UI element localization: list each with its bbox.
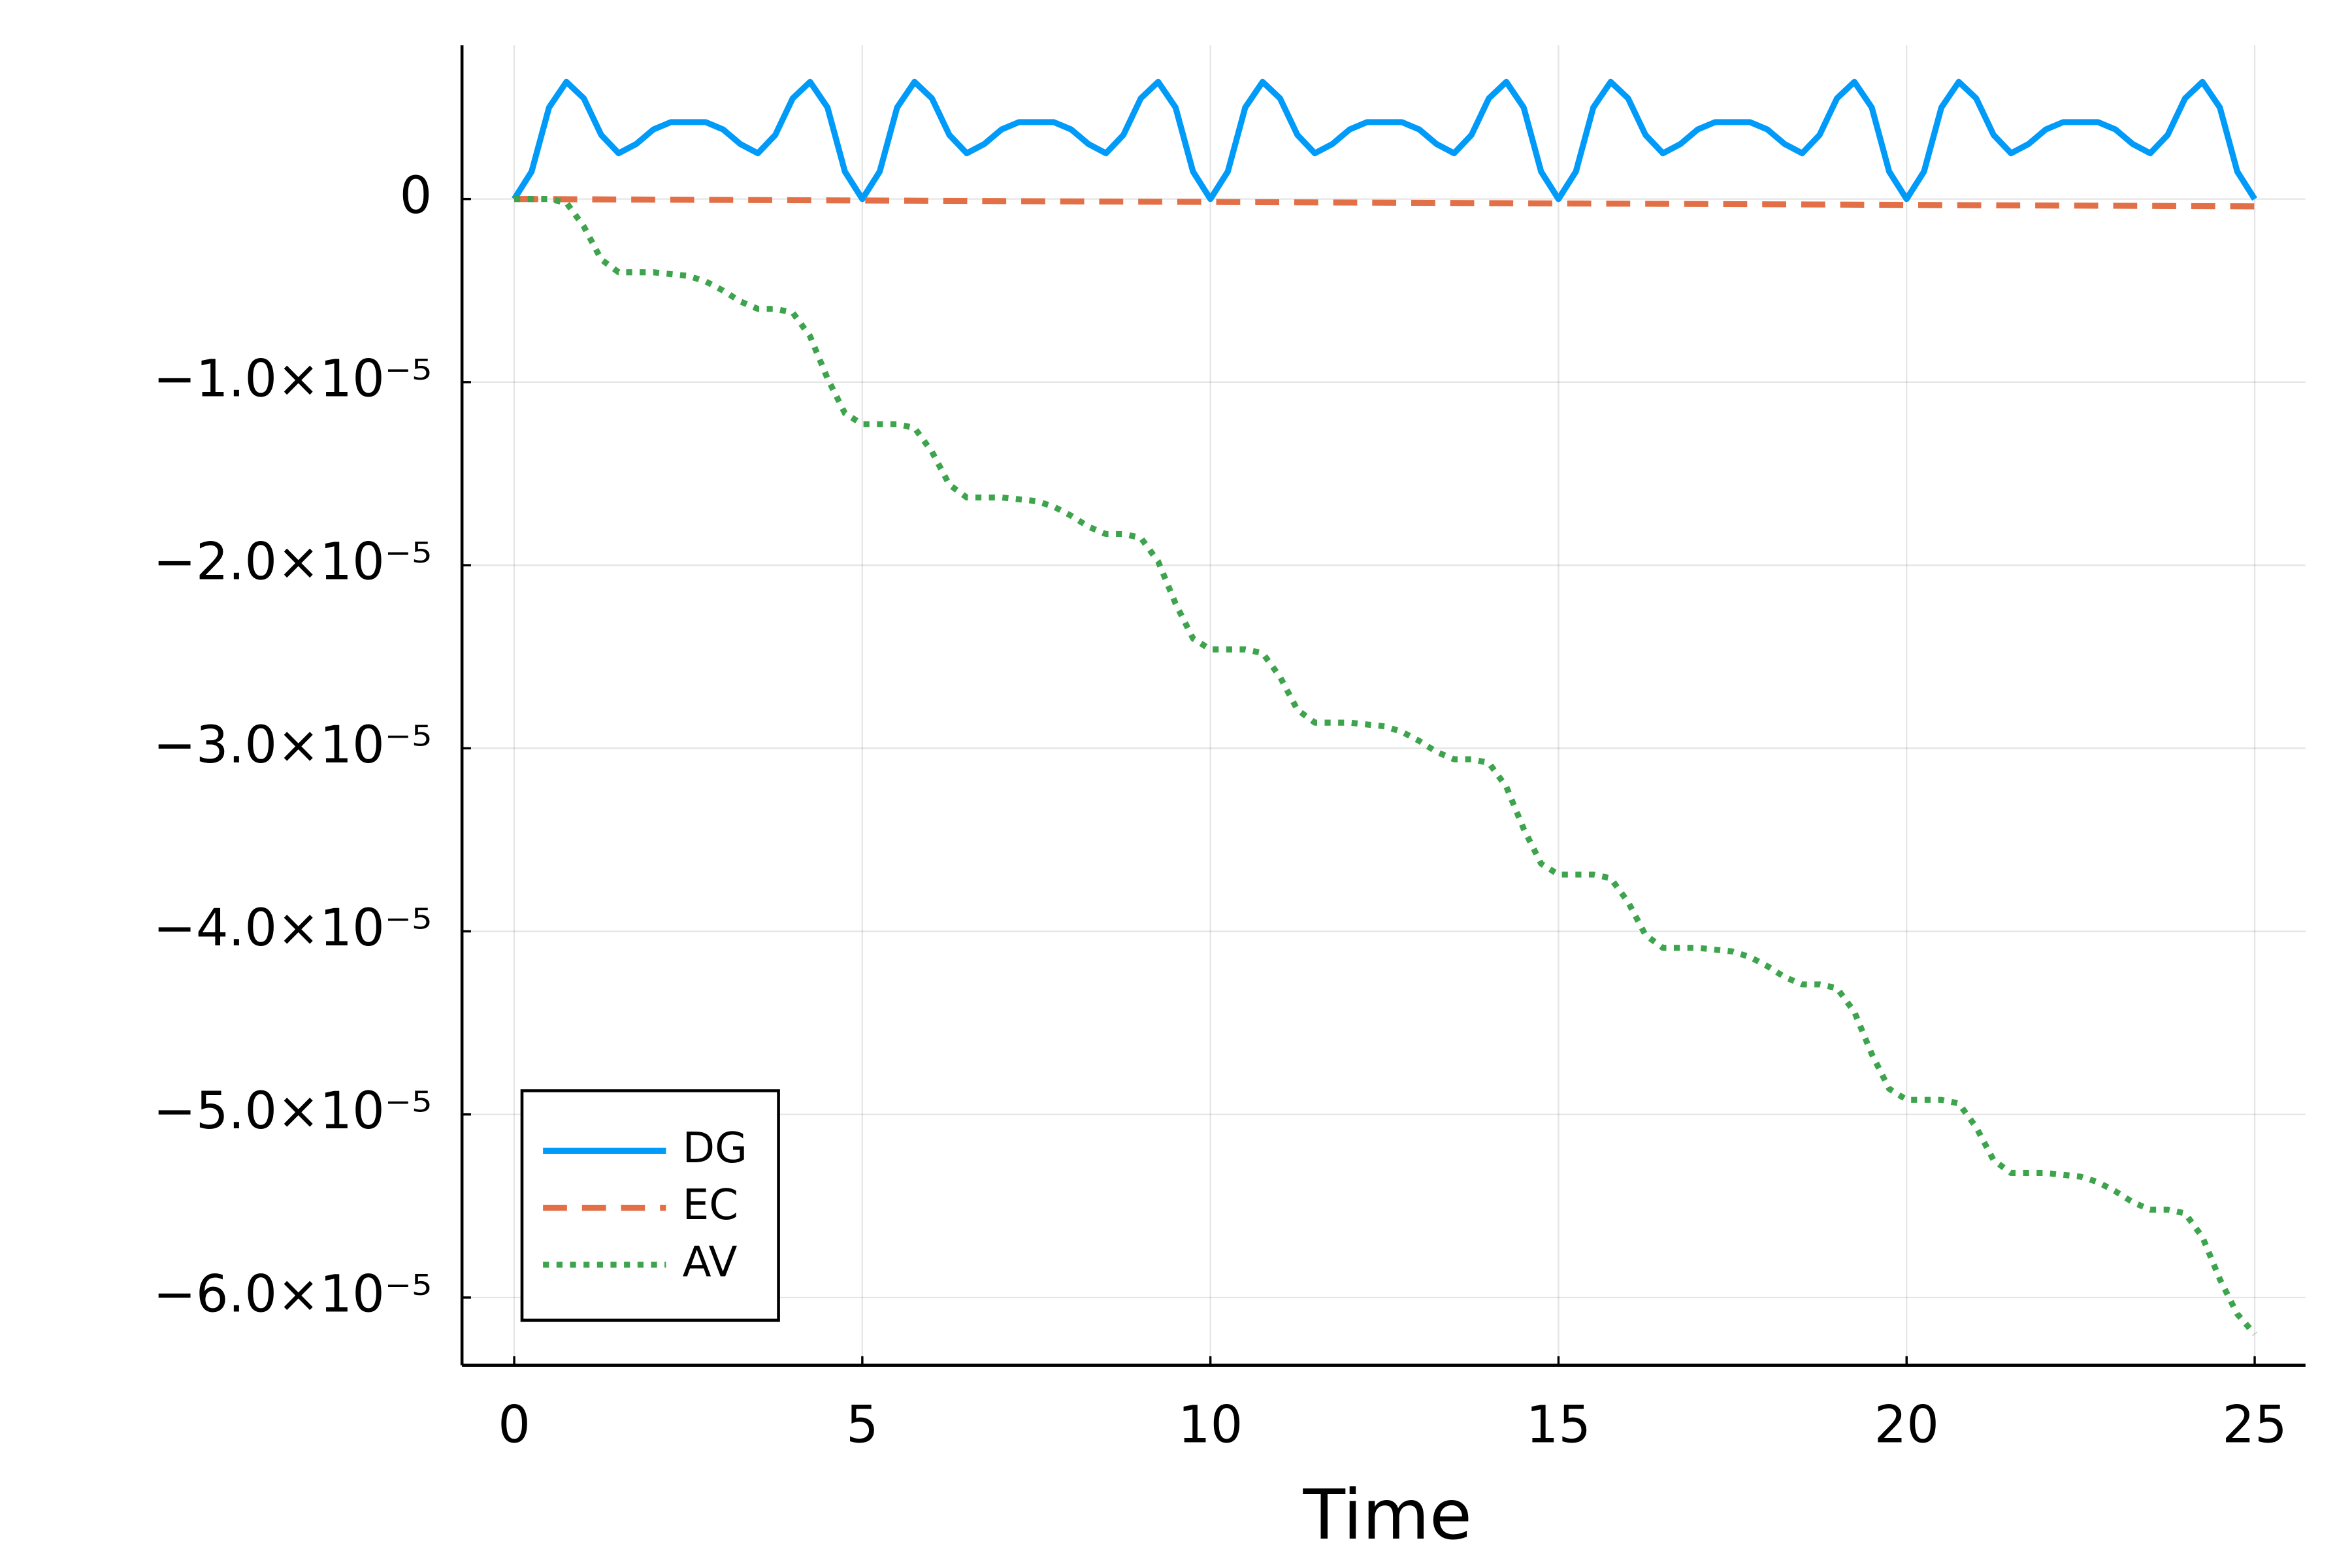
x-tick-label: 20 [1874,1396,1939,1455]
series-line [512,78,2257,203]
x-tick-label: 10 [1178,1396,1243,1455]
x-tick-label: 15 [1526,1396,1591,1455]
x-tick-label: 5 [846,1396,879,1455]
y-tick-label: −1.0×10⁻⁵ [154,350,433,408]
x-tick-label: 0 [498,1396,531,1455]
series-line [514,196,2255,210]
y-tick-label: −2.0×10⁻⁵ [154,533,433,592]
legend-label: DG [683,1124,747,1173]
x-tick-label: 25 [2222,1396,2287,1455]
x-axis-label: Time [1302,1475,1471,1555]
series-line [514,196,2257,1337]
y-tick-label: −6.0×10⁻⁵ [154,1265,433,1324]
y-tick-label: −4.0×10⁻⁵ [154,899,433,958]
y-tick-label: −5.0×10⁻⁵ [154,1082,433,1141]
y-tick-label: 0 [400,167,433,225]
legend-label: AV [683,1237,738,1286]
legend-label: EC [683,1181,738,1230]
y-tick-label: −3.0×10⁻⁵ [154,716,433,775]
